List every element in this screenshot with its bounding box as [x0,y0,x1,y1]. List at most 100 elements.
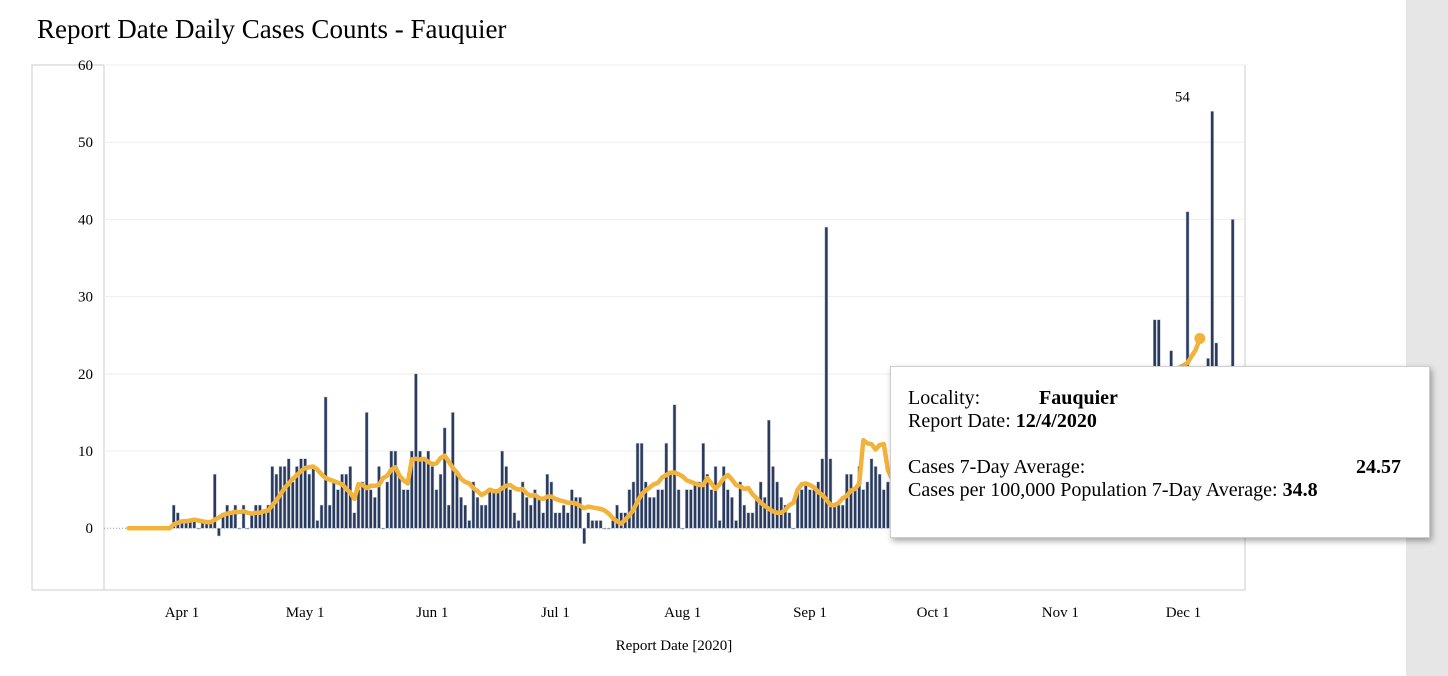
daily-case-bar [217,527,221,537]
daily-case-bar [841,504,845,529]
daily-case-bar [434,489,439,529]
daily-case-bar [332,481,336,529]
daily-case-bar [886,481,890,529]
daily-case-bar [668,473,673,529]
daily-case-bar [656,489,660,529]
daily-case-bar [553,512,558,529]
daily-case-bar [213,473,217,529]
daily-case-bar [455,473,459,529]
vertical-scrollbar[interactable] [1406,0,1448,676]
daily-case-bar [438,473,443,529]
daily-case-bar [262,512,266,529]
daily-case-bar [660,489,664,529]
tooltip-per100k-row: Cases per 100,000 Population 7-Day Avera… [908,479,1412,502]
daily-case-bar [504,466,508,529]
daily-case-bar [672,404,677,529]
hover-tooltip: Locality: Fauquier Report Date: 12/4/202… [890,366,1430,538]
x-tick-label: Sep 1 [793,605,827,621]
daily-case-bar [845,473,849,529]
daily-case-bar [373,497,377,529]
daily-case-bar [664,443,669,529]
daily-case-bar [763,497,767,529]
daily-case-bar [196,527,201,530]
daily-case-bar [746,512,751,529]
chart-title: Report Date Daily Cases Counts - Fauquie… [37,14,507,44]
daily-case-bar [282,466,287,529]
tooltip-date-label: Report Date: [908,410,1011,432]
daily-case-bar [566,512,570,529]
daily-case-bar [401,489,406,529]
x-tick-label: Dec 1 [1166,605,1201,621]
daily-case-bar [726,489,730,529]
daily-case-bar [299,458,303,529]
x-axis-title: Report Date [2020] [616,638,733,654]
daily-case-bar [323,396,328,529]
daily-case-bar [233,504,238,529]
daily-case-bar [258,504,262,529]
daily-case-bar [734,520,738,529]
daily-case-bar [685,489,689,529]
daily-case-bar [607,527,611,530]
daily-case-bar [557,512,562,529]
daily-case-bar [360,481,365,529]
daily-case-bar [488,489,492,529]
daily-case-bar [549,481,554,529]
daily-case-bar [291,481,295,529]
daily-case-bar [689,489,693,529]
tooltip-average-value: 24.57 [1356,456,1401,478]
daily-case-bar [286,458,291,529]
seven-day-average-point [1194,333,1206,345]
daily-case-bar [680,527,685,530]
daily-case-bar [800,489,804,529]
y-tick-label: 40 [78,212,93,228]
tooltip-per100k-label: Cases per 100,000 Population 7-Day Avera… [908,479,1278,501]
daily-case-bar [738,481,742,529]
y-tick-label: 30 [78,290,93,306]
daily-case-bar [594,520,599,529]
daily-case-bar [520,481,525,529]
y-tick-label: 20 [78,367,93,383]
y-tick-label: 10 [78,444,93,460]
daily-case-bar [635,443,640,529]
daily-case-bar [574,497,578,529]
daily-case-bar [447,504,451,529]
daily-case-bar [393,450,398,529]
daily-case-bar [369,489,373,529]
daily-case-bar [882,489,886,529]
tooltip-locality-value: Fauquier [1039,387,1118,409]
daily-case-bar [410,450,414,529]
daily-case-bar [459,497,463,529]
daily-case-bar [570,489,574,529]
daily-case-bar [648,497,652,529]
daily-case-bar [639,443,644,529]
daily-case-bar [853,489,857,529]
daily-case-bar [525,497,529,529]
daily-case-bar [172,504,176,529]
x-tick-label: Jul 1 [541,605,570,621]
daily-case-bar [627,489,632,529]
daily-case-bar [311,466,316,529]
daily-case-bar [816,481,820,529]
daily-case-bar [561,504,566,529]
tooltip-per100k-value: 34.8 [1282,479,1318,501]
x-tick-label: Apr 1 [165,605,200,621]
daily-case-bar [722,466,726,529]
daily-case-bar [426,450,430,529]
tooltip-locality-label: Locality: [908,387,981,409]
daily-case-bar [512,512,517,529]
y-tick-label: 0 [86,521,94,537]
daily-case-bar [422,458,426,529]
daily-case-bar [307,473,311,529]
y-tick-label: 50 [78,135,93,151]
daily-case-bar [266,504,270,529]
daily-case-bar [709,489,714,529]
daily-case-bar [479,504,484,529]
daily-case-bar [750,512,755,529]
daily-case-bar [414,373,418,529]
daily-case-bar [877,473,882,529]
daily-case-bar [586,512,591,529]
daily-case-bar [767,419,771,529]
daily-case-bar [652,497,656,529]
daily-case-bar [295,466,299,529]
daily-case-bar [836,504,841,529]
